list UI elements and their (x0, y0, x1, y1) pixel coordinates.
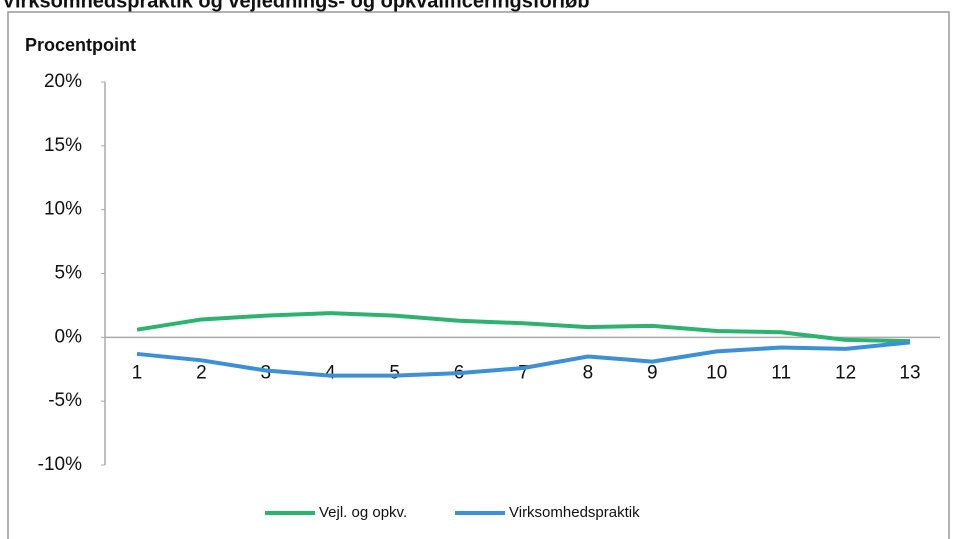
x-tick-label: 4 (325, 362, 336, 383)
chart-title: Virksomhedspraktik og vejlednings- og op… (2, 0, 590, 12)
x-tick-label: 9 (647, 362, 658, 383)
y-tick-label: 5% (55, 263, 83, 284)
y-tick-label: 20% (44, 71, 82, 92)
y-tick-label: 0% (55, 326, 83, 347)
x-tick-label: 5 (389, 362, 400, 383)
series-line (136, 311, 911, 344)
y-tick-label: 10% (44, 199, 82, 220)
x-tick-label: 7 (518, 362, 529, 383)
x-tick-label: 8 (583, 362, 594, 383)
legend-label: Vejl. og opkv. (319, 504, 407, 521)
x-tick-label: 11 (771, 362, 791, 383)
x-tick-label: 2 (196, 362, 207, 383)
x-tick-label: 12 (835, 362, 856, 383)
series-line (136, 340, 911, 378)
x-tick-label: 10 (706, 362, 727, 383)
legend-label: Virksomhedspraktik (509, 504, 640, 521)
y-tick-label: -10% (38, 454, 82, 475)
chart-frame (7, 11, 950, 539)
x-tick-label: 3 (261, 362, 272, 383)
y-tick-label: 15% (44, 135, 82, 156)
x-tick-label: 13 (899, 362, 920, 383)
y-axis-label: Procentpoint (25, 35, 136, 55)
x-tick-label: 1 (132, 362, 143, 383)
y-tick-label: -5% (48, 390, 82, 411)
